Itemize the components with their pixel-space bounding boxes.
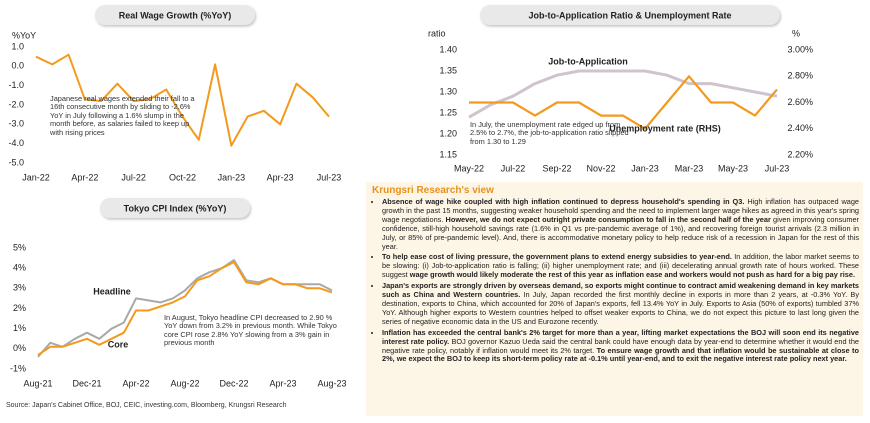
- bold-text: wage growth would likely moderate the re…: [409, 270, 855, 280]
- x-tick-label: Dec-22: [219, 378, 248, 388]
- bullet: Inflation has exceeded the central bank'…: [382, 327, 859, 365]
- body-text: given improving consumer confidence, sti…: [382, 214, 859, 251]
- bullet: To help ease cost of living pressure, th…: [382, 252, 859, 280]
- x-tick-label: Jul-23: [765, 163, 790, 173]
- y-tick-label: 2%: [13, 303, 26, 313]
- bold-text: Absence of wage hike coupled with high i…: [382, 197, 745, 206]
- y-tick-label: 1.0: [11, 41, 24, 51]
- x-tick-label: Jul-22: [121, 172, 146, 182]
- body-text: BOJ governor Kazuo Ueda said the central…: [382, 336, 859, 355]
- x-tick-label: Jan-23: [218, 172, 246, 182]
- y2-tick-label: 2.40%: [787, 123, 813, 133]
- annotation: In July, the unemployment rate edged up …: [470, 120, 629, 146]
- y-tick-label: 3%: [13, 283, 26, 293]
- y2-tick-label: 2.60%: [787, 97, 813, 107]
- data-line: [37, 261, 333, 356]
- y-tick-label: -1%: [10, 363, 26, 373]
- bold-text: To help ease cost of living pressure, th…: [382, 252, 732, 262]
- y-tick-label: 0.0: [11, 61, 24, 71]
- series-label: Job-to-Application: [548, 56, 628, 66]
- series-label: Headline: [93, 286, 131, 296]
- x-tick-label: Apr-23: [267, 172, 294, 182]
- x-tick-label: Oct-22: [169, 172, 196, 182]
- y-tick-label: -1.0: [8, 80, 24, 90]
- annotation: Japanese real wages extended their fall …: [50, 94, 195, 137]
- y-tick-label: 1.30: [439, 86, 457, 96]
- y-tick-label: -2.0: [8, 99, 24, 109]
- y-tick-label: 1.40: [439, 44, 457, 54]
- source-note: Source: Japan's Cabinet Office, BOJ, CEI…: [6, 402, 287, 409]
- y-tick-label: 1.25: [439, 107, 457, 117]
- y2-tick-label: 3.00%: [787, 44, 813, 54]
- x-tick-label: May-23: [718, 163, 748, 173]
- bold-text: Inflation has exceeded the central bank'…: [382, 327, 859, 346]
- body-text: In addition, the labor market seems to b…: [382, 252, 859, 280]
- chart-title: Real Wage Growth (%YoY): [119, 10, 232, 20]
- y-tick-label: 1.35: [439, 65, 457, 75]
- bullet: Japan's exports are strongly driven by o…: [382, 281, 859, 327]
- chart-title: Job-to-Application Ratio & Unemployment …: [528, 10, 731, 20]
- y-axis-label: ratio: [428, 28, 446, 38]
- y-tick-label: 5%: [13, 242, 26, 252]
- y-tick-label: 4%: [13, 263, 26, 273]
- x-tick-label: Sep-22: [542, 163, 571, 173]
- y-tick-label: 1%: [13, 323, 26, 333]
- y-tick-label: -3.0: [8, 119, 24, 129]
- x-tick-label: Aug-22: [170, 378, 199, 388]
- x-tick-label: Jul-22: [501, 163, 526, 173]
- x-tick-label: Mar-23: [675, 163, 704, 173]
- y-tick-label: 0%: [13, 343, 26, 353]
- annotation: In August, Tokyo headline CPI decreased …: [164, 313, 337, 348]
- bullet-list: Absence of wage hike coupled with high i…: [370, 197, 859, 365]
- title-box: [480, 5, 780, 25]
- research-panel: Krungsri Research's view Absence of wage…: [366, 182, 863, 416]
- data-line: [469, 75, 778, 130]
- y-axis-label: %YoY: [12, 30, 36, 40]
- title-box: [100, 198, 250, 218]
- series-label: Unemployment rate (RHS): [609, 123, 721, 133]
- bold-text: Japan's exports are strongly driven by o…: [382, 281, 859, 300]
- x-tick-label: May-22: [454, 163, 484, 173]
- x-tick-label: Nov-22: [586, 163, 615, 173]
- y-tick-label: -4.0: [8, 138, 24, 148]
- y-tick-label: 1.20: [439, 128, 457, 138]
- bullet: Absence of wage hike coupled with high i…: [382, 197, 859, 251]
- chart-title: Tokyo CPI Index (%YoY): [124, 203, 227, 213]
- y-tick-label: -5.0: [8, 157, 24, 167]
- y2-tick-label: 2.20%: [787, 149, 813, 159]
- x-tick-label: Dec-21: [72, 378, 101, 388]
- data-line: [35, 53, 330, 147]
- series-label: Core: [108, 339, 129, 349]
- x-tick-label: Jul-23: [317, 172, 342, 182]
- panel-title: Krungsri Research's view: [372, 185, 494, 196]
- title-box: [95, 5, 255, 25]
- x-tick-label: Aug-23: [317, 378, 346, 388]
- data-line: [468, 69, 778, 119]
- x-tick-label: Apr-22: [71, 172, 98, 182]
- y-tick-label: 1.15: [439, 149, 457, 159]
- x-tick-label: Aug-21: [23, 378, 52, 388]
- y2-axis-label: %: [792, 28, 800, 38]
- x-tick-label: Jan-22: [22, 172, 50, 182]
- x-tick-label: Apr-23: [269, 378, 296, 388]
- bold-text: However, we do not expect outright priva…: [445, 214, 771, 224]
- bold-text: To ensure wage growth and that inflation…: [382, 345, 859, 364]
- x-tick-label: Apr-22: [122, 378, 149, 388]
- body-text: High inflation has outpaced wage growth …: [382, 197, 859, 224]
- y2-tick-label: 2.80%: [787, 71, 813, 81]
- x-tick-label: Jan-23: [631, 163, 659, 173]
- body-text: In July, Japan recorded the first monthl…: [382, 290, 859, 326]
